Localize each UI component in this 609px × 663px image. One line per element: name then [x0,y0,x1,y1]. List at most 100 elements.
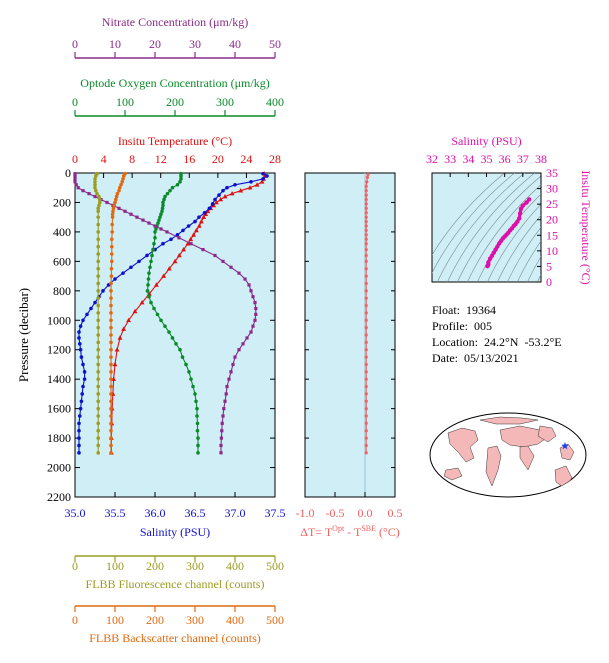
float-label: Float: 19364 [432,303,497,317]
continent [499,425,549,448]
oxygen-point [170,336,175,340]
backscatter-point [109,311,113,315]
pressure-tick-label: 800 [53,284,71,298]
ts-x-tick-label: 35 [481,152,493,166]
location-label: Location: 24.2°N -53.2°E [432,335,562,349]
nitrate-point [220,429,224,433]
delta-t-point [364,340,368,344]
backscatter-point [109,355,113,359]
temperature-point [259,179,265,184]
delta-t-point [364,436,368,440]
oxygen-tick-label: 400 [266,95,284,109]
oxygen-point [149,259,153,264]
density-contour [497,214,541,282]
nitrate-point [254,306,258,311]
nitrate-point [73,172,77,176]
backscatter-tick-label: 500 [266,613,284,627]
delta-t-point [364,237,368,241]
temperature-point [161,273,166,278]
oxygen-point [160,209,164,214]
salinity-point [210,202,215,206]
nitrate-point [219,436,223,440]
backscatter-tick-label: 100 [106,613,124,627]
salinity-point [77,428,81,433]
nitrate-point [254,312,258,316]
density-contour [437,173,526,282]
backscatter-point [112,203,116,208]
fluorescence-point [96,274,100,278]
oxygen-point [170,185,175,190]
ts-y-tick-label: 30 [546,182,558,196]
oxygen-point [178,347,182,352]
salinity-point [121,271,125,275]
salinity-tick-label: 35.5 [105,506,126,520]
float-location-star-icon [561,442,569,450]
oxygen-point [163,324,167,328]
nitrate-point [251,295,255,299]
ts-point [517,216,522,221]
fluorescence-point [93,177,97,181]
fluorescence-tick-label: 500 [266,559,284,573]
temperature-point [196,223,202,228]
fluorescence-point [97,194,101,199]
salinity-point [261,177,265,181]
salinity-point [82,377,87,381]
salinity-point [101,289,105,293]
nitrate-point [165,230,169,234]
nitrate-point [227,377,231,381]
oxygen-tick-label: 100 [116,95,134,109]
fluorescence-point [96,414,100,418]
oxygen-point [152,241,156,246]
backscatter-axis-title: FLBB Backscatter channel (counts) [89,631,261,645]
continent [519,445,535,471]
fluorescence-point [96,252,100,256]
temperature-tick-label: 28 [269,152,281,166]
temperature-point [126,317,131,323]
nitrate-point [81,189,85,193]
salinity-point [82,370,87,374]
salinity-point [77,451,81,455]
oxygen-point [147,271,151,275]
temperature-tick-label: 24 [240,152,252,166]
salinity-point [197,215,201,219]
nitrate-point [76,186,80,190]
salinity-point [145,253,149,258]
backscatter-point [110,222,114,227]
ts-point [524,200,529,205]
oxygen-point [196,436,200,440]
salinity-point [78,342,82,346]
backscatter-point [115,191,120,196]
salinity-point [79,355,84,359]
oxygen-point [150,253,154,258]
delta-t-point [364,326,368,330]
nitrate-tick-label: 30 [189,37,201,51]
oxygen-point [175,182,180,187]
fluorescence-point [96,318,100,323]
profile-label: Profile: 005 [432,319,492,333]
nitrate-point [225,384,229,389]
temperature-point [185,241,191,246]
oxygen-point [158,215,162,219]
oxygen-point [152,306,156,311]
delta-t-tick-label: -1.0 [296,506,315,520]
backscatter-point [109,451,113,455]
oxygen-point [153,230,157,234]
temperature-point [254,182,260,187]
temperature-point [201,214,206,219]
delta-t-axis-title: ΔT= TOpt - TSBE (°C) [300,524,400,539]
nitrate-point [220,421,224,425]
fluorescence-tick-label: 300 [186,559,204,573]
salinity-point [161,241,165,246]
delta-t-point [364,267,368,271]
oxygen-point [184,362,188,367]
oxygen-point [178,180,182,184]
density-contour [487,203,541,282]
oxygen-point [195,406,199,411]
nitrate-point [159,227,163,231]
oxygen-point [157,218,161,222]
pressure-tick-label: 600 [53,254,71,268]
continent [443,467,463,481]
nitrate-axis-title: Nitrate Concentration (μm/kg) [102,15,248,29]
salinity-tick-label: 37.0 [225,506,246,520]
